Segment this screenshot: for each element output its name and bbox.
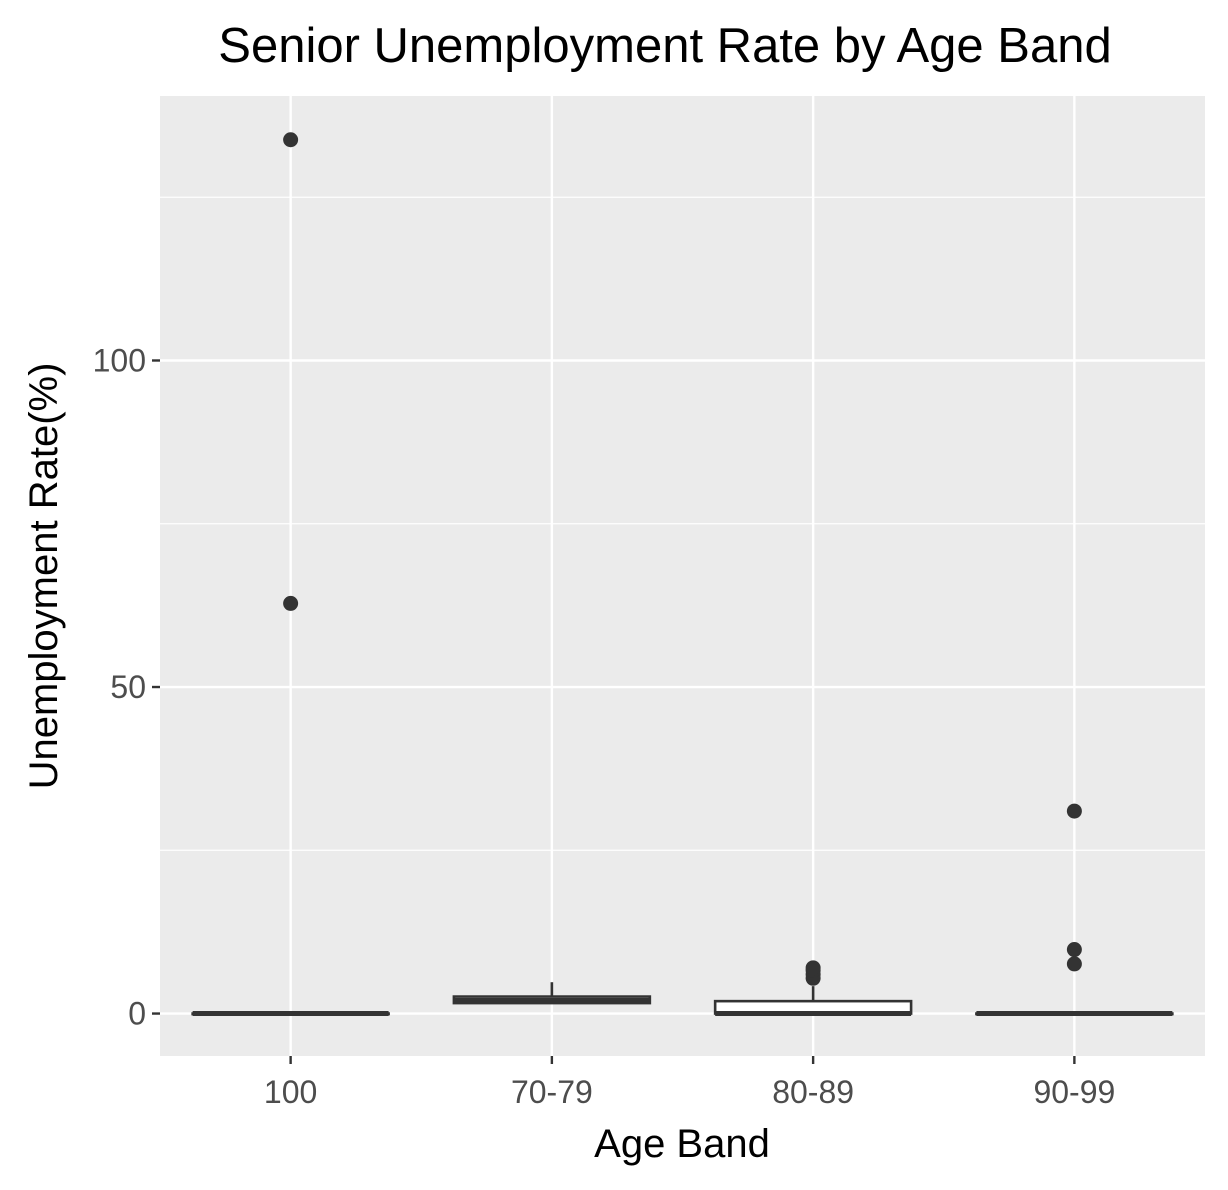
- x-axis-title: Age Band: [594, 1122, 770, 1166]
- x-tick-label: 90-99: [1033, 1074, 1115, 1110]
- plot-panel: [160, 96, 1205, 1056]
- y-axis-title: Unemployment Rate(%): [22, 363, 66, 790]
- box-group-80-89: [713, 960, 913, 1017]
- boxes: [191, 132, 1174, 1017]
- box-group-70-79: [452, 982, 652, 1005]
- y-tick-label: 50: [110, 669, 146, 705]
- outlier-point: [1066, 956, 1082, 972]
- outlier-point: [1066, 803, 1082, 819]
- chart-title: Senior Unemployment Rate by Age Band: [218, 19, 1111, 73]
- outlier-point: [805, 960, 821, 976]
- box-group-100: [191, 132, 390, 1017]
- outlier-point: [283, 595, 299, 611]
- outlier-point: [1066, 942, 1082, 958]
- x-tick-label: 100: [264, 1074, 317, 1110]
- x-tick-label: 70-79: [511, 1074, 593, 1110]
- x-tick-label: 80-89: [772, 1074, 854, 1110]
- axes: 0 50 100 100 70-79 80-89 90-99: [93, 342, 1116, 1110]
- y-tick-label: 100: [93, 342, 146, 378]
- box-group-90-99: [975, 803, 1174, 1017]
- y-tick-label: 0: [128, 996, 146, 1032]
- outlier-point: [283, 132, 299, 148]
